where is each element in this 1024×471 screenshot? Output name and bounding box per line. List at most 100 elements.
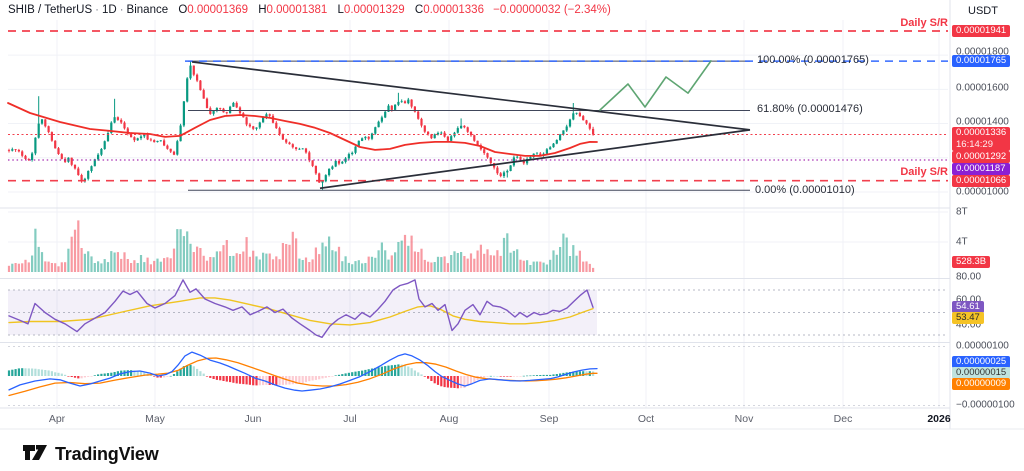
candle-body[interactable] (321, 181, 324, 183)
candle-body[interactable] (113, 117, 116, 123)
candle-body[interactable] (130, 133, 133, 138)
candle-body[interactable] (397, 101, 400, 105)
candle-body[interactable] (377, 121, 380, 128)
candle-body[interactable] (120, 119, 123, 123)
candle-body[interactable] (70, 157, 73, 165)
candle-body[interactable] (380, 117, 383, 122)
candle-body[interactable] (456, 128, 459, 133)
candle-body[interactable] (446, 136, 449, 141)
time-axis-label[interactable]: Nov (734, 413, 754, 425)
candle-body[interactable] (245, 117, 248, 125)
candle-body[interactable] (466, 127, 469, 132)
candle-body[interactable] (24, 155, 27, 159)
candle-body[interactable] (176, 141, 179, 155)
candle-body[interactable] (235, 102, 238, 108)
daily-sr-label[interactable]: Daily S/R (900, 166, 948, 178)
candle-body[interactable] (212, 110, 215, 114)
candle-body[interactable] (262, 117, 265, 123)
candle-body[interactable] (304, 148, 308, 153)
candle-body[interactable] (469, 131, 473, 136)
candle-body[interactable] (361, 138, 364, 141)
candle-body[interactable] (354, 146, 357, 153)
candle-body[interactable] (77, 168, 80, 176)
candle-body[interactable] (565, 126, 568, 131)
candle-body[interactable] (582, 116, 585, 121)
candle-body[interactable] (483, 149, 486, 154)
candle-body[interactable] (357, 140, 360, 147)
candle-body[interactable] (496, 167, 499, 174)
candle-body[interactable] (499, 173, 502, 177)
candle-body[interactable] (476, 140, 479, 146)
candle-body[interactable] (31, 153, 34, 160)
time-axis-label[interactable]: May (145, 413, 165, 425)
candle-body[interactable] (347, 154, 350, 159)
candle-body[interactable] (14, 149, 17, 150)
candle-body[interactable] (126, 128, 129, 134)
candle-body[interactable] (575, 112, 578, 114)
candle-body[interactable] (57, 148, 60, 154)
candle-body[interactable] (324, 175, 327, 182)
candle-body[interactable] (410, 99, 413, 107)
candle-body[interactable] (592, 128, 595, 135)
candle-body[interactable] (232, 102, 235, 107)
candle-body[interactable] (486, 153, 489, 158)
candle-body[interactable] (473, 135, 476, 141)
price-scale-currency[interactable]: USDT (968, 5, 998, 17)
candle-body[interactable] (367, 136, 370, 139)
candle-body[interactable] (314, 165, 317, 174)
candle-body[interactable] (265, 114, 268, 118)
fib-retracement-label[interactable]: 100.00% (0.00001765) (757, 54, 869, 66)
candle-body[interactable] (463, 125, 466, 128)
candle-body[interactable] (258, 122, 261, 128)
candle-body[interactable] (90, 166, 93, 171)
candle-body[interactable] (100, 149, 103, 155)
fib-retracement-label[interactable]: 61.80% (0.00001476) (757, 103, 863, 115)
chart-canvas[interactable] (0, 0, 1024, 435)
candle-body[interactable] (423, 125, 426, 132)
candle-body[interactable] (291, 144, 294, 148)
candle-body[interactable] (54, 140, 57, 149)
candle-body[interactable] (37, 123, 40, 138)
candle-body[interactable] (146, 134, 149, 140)
symbol-name[interactable]: SHIB / TetherUS (8, 4, 93, 16)
candle-body[interactable] (506, 170, 509, 173)
candle-body[interactable] (136, 138, 139, 141)
candle-body[interactable] (295, 147, 298, 149)
candle-body[interactable] (252, 126, 255, 129)
candle-body[interactable] (403, 101, 407, 104)
candle-body[interactable] (97, 154, 100, 160)
candle-body[interactable] (199, 80, 202, 91)
candle-body[interactable] (149, 139, 152, 141)
candle-body[interactable] (156, 140, 159, 143)
chart-svg[interactable] (0, 0, 1024, 430)
candle-body[interactable] (387, 105, 390, 112)
candle-body[interactable] (248, 124, 251, 127)
candle-body[interactable] (400, 101, 403, 103)
candle-body[interactable] (337, 161, 341, 164)
exchange[interactable]: Binance (126, 4, 169, 16)
candle-body[interactable] (47, 126, 50, 133)
candle-body[interactable] (364, 136, 367, 139)
candle-body[interactable] (189, 65, 192, 79)
pennant-upper-trendline[interactable] (191, 61, 751, 131)
candle-body[interactable] (139, 136, 143, 139)
candle-body[interactable] (334, 161, 337, 167)
candle-body[interactable] (568, 119, 572, 127)
candle-body[interactable] (390, 105, 393, 110)
candle-body[interactable] (394, 104, 397, 110)
candle-body[interactable] (11, 149, 14, 151)
symbol-header[interactable]: SHIB / TetherUS · 1D · Binance O0.00001369 H… (8, 4, 611, 18)
candle-body[interactable] (331, 166, 334, 169)
candle-body[interactable] (219, 108, 222, 109)
candle-body[interactable] (50, 132, 53, 141)
candle-body[interactable] (522, 159, 525, 164)
candle-body[interactable] (116, 117, 119, 120)
candle-body[interactable] (578, 112, 581, 117)
candle-body[interactable] (308, 152, 311, 161)
candle-body[interactable] (552, 143, 555, 148)
candle-body[interactable] (123, 122, 126, 129)
candle-body[interactable] (153, 140, 156, 143)
candle-body[interactable] (535, 153, 539, 155)
time-axis-label[interactable]: Jun (244, 413, 262, 425)
candle-body[interactable] (182, 101, 185, 126)
